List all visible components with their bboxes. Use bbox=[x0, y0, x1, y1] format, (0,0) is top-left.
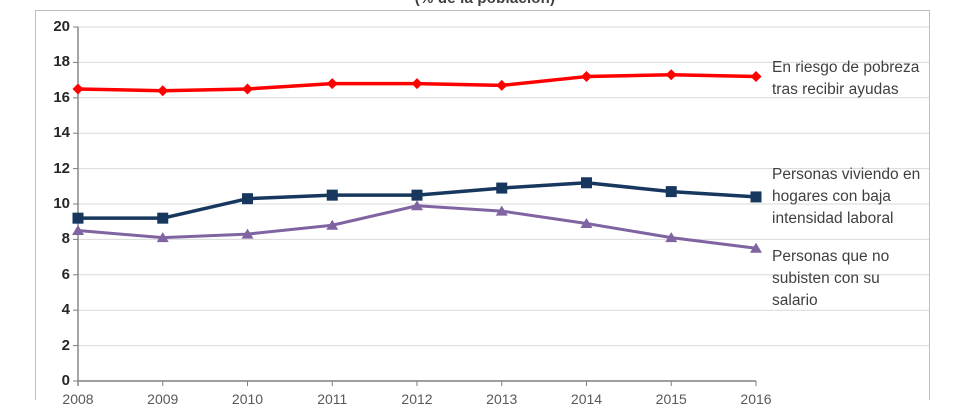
marker-square bbox=[496, 182, 508, 194]
y-tick-label: 12 bbox=[53, 159, 70, 177]
marker-diamond bbox=[157, 85, 169, 97]
x-tick-label: 2012 bbox=[401, 391, 433, 407]
marker-diamond bbox=[496, 79, 508, 91]
y-tick-label: 10 bbox=[53, 195, 70, 212]
chart-title: (% de la población) bbox=[0, 0, 960, 8]
x-tick-label: 2011 bbox=[317, 391, 348, 407]
legend-item-line: salario bbox=[772, 292, 818, 309]
x-tick-label: 2014 bbox=[570, 391, 603, 407]
y-tick-label: 6 bbox=[61, 265, 70, 283]
marker-square bbox=[157, 212, 169, 224]
x-tick-label: 2008 bbox=[62, 391, 94, 407]
marker-triangle bbox=[750, 242, 762, 253]
y-tick-label: 20 bbox=[53, 18, 70, 35]
legend-item-line: subisten con su bbox=[772, 270, 880, 287]
y-tick-label: 18 bbox=[53, 53, 70, 71]
marker-square bbox=[411, 189, 423, 201]
marker-square bbox=[581, 177, 592, 189]
x-tick-label: 2015 bbox=[655, 391, 687, 407]
legend-item: Personas que no subisten con su salario bbox=[772, 246, 932, 312]
marker-triangle bbox=[665, 232, 678, 243]
marker-triangle bbox=[156, 232, 169, 243]
marker-diamond bbox=[665, 69, 677, 81]
marker-diamond bbox=[750, 71, 762, 83]
legend-item-line: Personas que no bbox=[772, 248, 890, 265]
marker-square bbox=[665, 186, 677, 198]
y-tick-label: 8 bbox=[61, 230, 70, 248]
x-tick-label: 2016 bbox=[740, 391, 772, 407]
marker-square bbox=[326, 189, 338, 201]
legend-item-line: hogares con baja bbox=[772, 188, 891, 205]
legend-item-line: Personas viviendo en bbox=[772, 166, 921, 183]
marker-square bbox=[72, 212, 84, 224]
marker-triangle bbox=[495, 205, 508, 216]
marker-diamond bbox=[411, 78, 423, 90]
marker-diamond bbox=[326, 78, 338, 90]
marker-triangle bbox=[580, 217, 593, 228]
legend-item-line: En riesgo de pobreza bbox=[772, 59, 920, 76]
y-tick-label: 16 bbox=[53, 88, 70, 106]
marker-triangle bbox=[72, 225, 84, 236]
y-tick-label: 2 bbox=[61, 336, 70, 354]
marker-diamond bbox=[581, 71, 592, 83]
x-tick-label: 2009 bbox=[147, 391, 179, 407]
series-line bbox=[77, 204, 757, 250]
legend-item-line: intensidad laboral bbox=[772, 210, 894, 227]
marker-triangle bbox=[411, 200, 423, 211]
y-tick-label: 0 bbox=[61, 372, 70, 389]
y-tick-label: 4 bbox=[61, 301, 70, 319]
marker-square bbox=[750, 191, 762, 203]
marker-square bbox=[242, 193, 253, 205]
chart-outer-frame bbox=[35, 10, 930, 400]
legend-item-line: tras recibir ayudas bbox=[772, 81, 899, 98]
y-tick-label: 14 bbox=[53, 124, 70, 142]
chart-title-text: (% de la población) bbox=[0, 0, 960, 7]
legend-item: Personas viviendo en hogares con baja inte… bbox=[772, 164, 932, 230]
x-tick-label: 2013 bbox=[486, 391, 518, 407]
marker-diamond bbox=[72, 83, 84, 95]
marker-triangle bbox=[326, 219, 339, 230]
x-tick-label: 2010 bbox=[231, 391, 264, 407]
marker-triangle bbox=[241, 228, 254, 239]
marker-diamond bbox=[242, 83, 253, 95]
legend-item: En riesgo de pobreza tras recibir ayudas bbox=[772, 57, 932, 101]
